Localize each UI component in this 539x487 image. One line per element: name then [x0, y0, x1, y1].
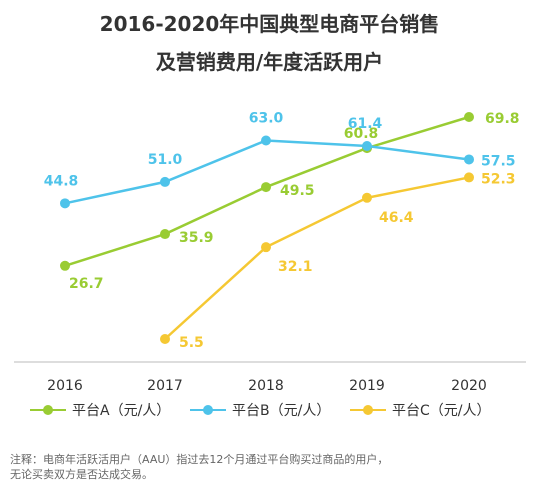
data-label-A: 69.8 — [485, 111, 520, 127]
data-point-C — [261, 242, 271, 253]
data-point-A — [261, 182, 271, 193]
legend-marker — [190, 405, 226, 415]
data-label-B: 44.8 — [44, 173, 79, 189]
legend-marker — [350, 405, 386, 415]
legend-label: 平台B（元/人） — [232, 403, 331, 419]
legend-item-C: 平台C（元/人） — [350, 400, 491, 420]
chart-title-line-1: 2016-2020年中国典型电商平台销售 — [99, 12, 440, 36]
data-point-B — [160, 176, 170, 187]
data-point-C — [362, 192, 372, 203]
legend-label: 平台A（元/人） — [72, 403, 171, 419]
data-point-B — [60, 198, 70, 209]
data-label-C: 5.5 — [179, 335, 204, 351]
footnote-line-1: 注释：电商年活跃活用户（AAU）指过去12个月通过平台购买过商品的用户， — [10, 453, 389, 466]
series-line-C — [164, 176, 470, 340]
footnote-line-2: 无论买卖双方是否达成交易。 — [10, 468, 153, 481]
data-point-B — [362, 141, 372, 152]
data-point-C — [464, 172, 474, 183]
legend-label: 平台C（元/人） — [392, 403, 491, 419]
data-point-A — [160, 229, 170, 240]
x-tick-label: 2017 — [147, 378, 183, 394]
data-label-A: 35.9 — [179, 230, 214, 246]
data-label-C: 52.3 — [481, 171, 516, 187]
data-point-A — [60, 260, 70, 271]
data-label-C: 46.4 — [379, 210, 414, 226]
data-point-B — [261, 135, 271, 146]
data-point-C — [160, 334, 170, 344]
data-label-B: 63.0 — [249, 110, 284, 126]
line-chart: 2016 2017 2018 2019 2020 26.7 35.9 49.5 60.8 69.8… — [14, 110, 526, 394]
data-label-B: 51.0 — [148, 152, 183, 168]
x-tick-label: 2019 — [349, 378, 385, 394]
data-label-C: 32.1 — [278, 259, 313, 275]
data-label-A: 60.8 — [344, 126, 379, 142]
data-label-B: 57.5 — [481, 153, 516, 169]
data-point-A — [464, 112, 474, 122]
data-point-B — [464, 154, 474, 165]
data-label-A: 49.5 — [280, 183, 315, 199]
legend-marker — [30, 405, 66, 415]
data-label-A: 26.7 — [69, 276, 104, 292]
x-tick-label: 2020 — [451, 378, 487, 394]
chart-footnote: 注释：电商年活跃活用户（AAU）指过去12个月通过平台购买过商品的用户， 无论买… — [10, 452, 530, 482]
data-label-B: 61.4 — [348, 116, 383, 132]
series-line-B — [64, 139, 470, 205]
legend-item-A: 平台A（元/人） — [30, 400, 170, 420]
legend-item-B: 平台B（元/人） — [190, 400, 330, 420]
chart-legend: 平台A（元/人） 平台B（元/人） 平台C（元/人） — [0, 400, 539, 424]
chart-title-line-2: 及营销费用/年度活跃用户 — [155, 50, 384, 74]
x-tick-label: 2016 — [47, 378, 83, 394]
x-tick-label: 2018 — [248, 378, 284, 394]
